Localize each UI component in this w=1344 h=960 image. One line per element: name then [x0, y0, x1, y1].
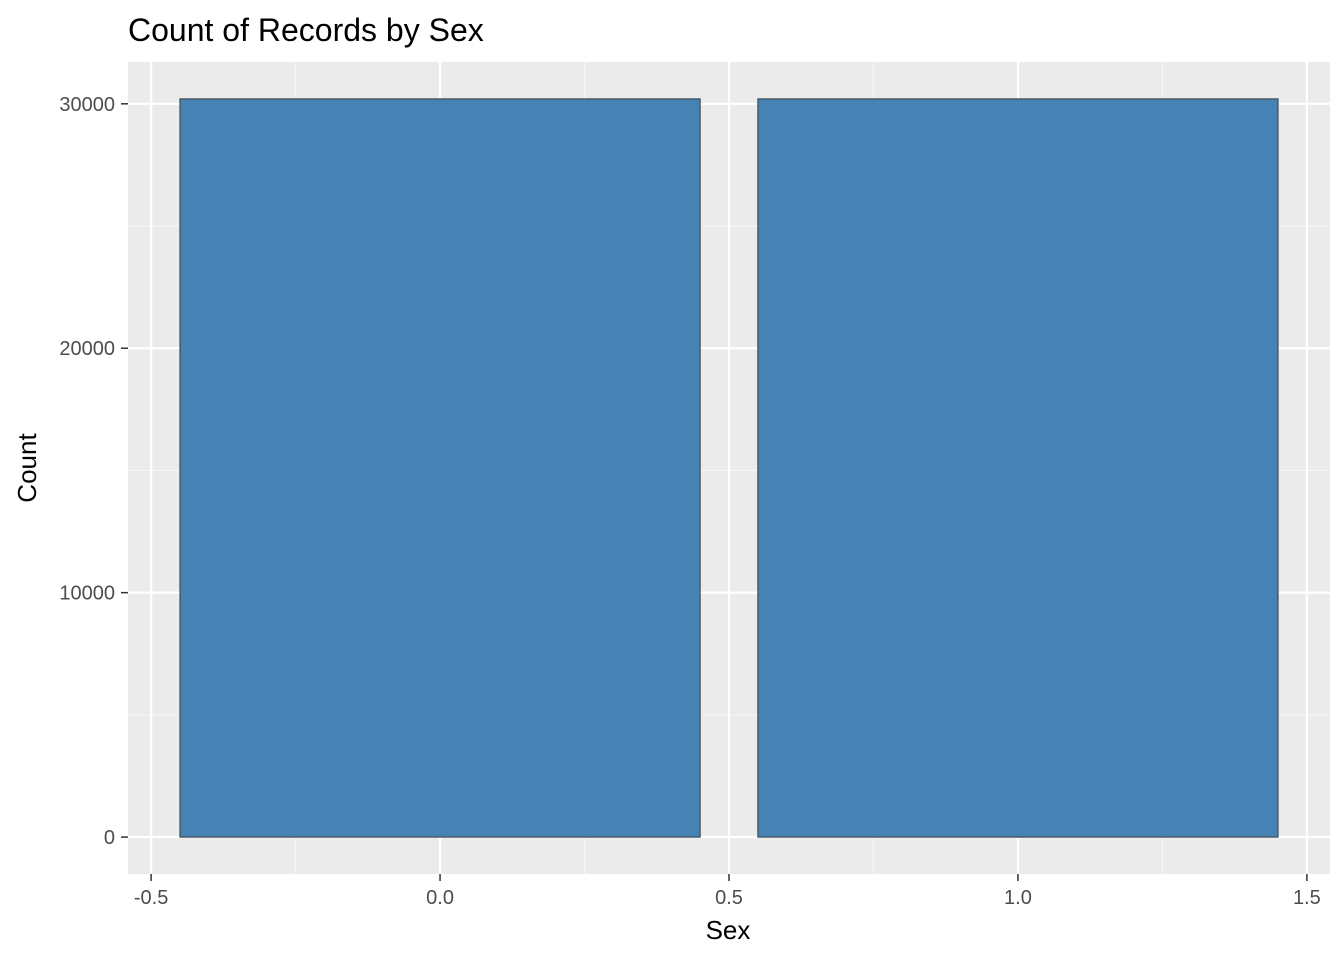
- chart-title: Count of Records by Sex: [128, 12, 484, 48]
- x-tick-label: 0.5: [715, 887, 743, 909]
- x-tick-label: -0.5: [134, 887, 168, 909]
- y-tick-label: 30000: [59, 94, 115, 116]
- y-tick-label: 20000: [59, 338, 115, 360]
- y-axis-title: Count: [12, 433, 42, 503]
- x-tick-label: 1.0: [1004, 887, 1032, 909]
- y-tick-label: 10000: [59, 583, 115, 605]
- bars: [179, 98, 1279, 838]
- axis-ticks: -0.5 0.0 0.5 1.0 1.5 0 10000 20000 30000: [59, 94, 1320, 909]
- bar-1: [757, 98, 1279, 838]
- x-tick-label: 1.5: [1293, 887, 1321, 909]
- x-tick-label: 0.0: [426, 887, 454, 909]
- bar-0: [179, 98, 701, 838]
- y-tick-label: 0: [104, 827, 115, 849]
- x-axis-title: Sex: [706, 915, 751, 945]
